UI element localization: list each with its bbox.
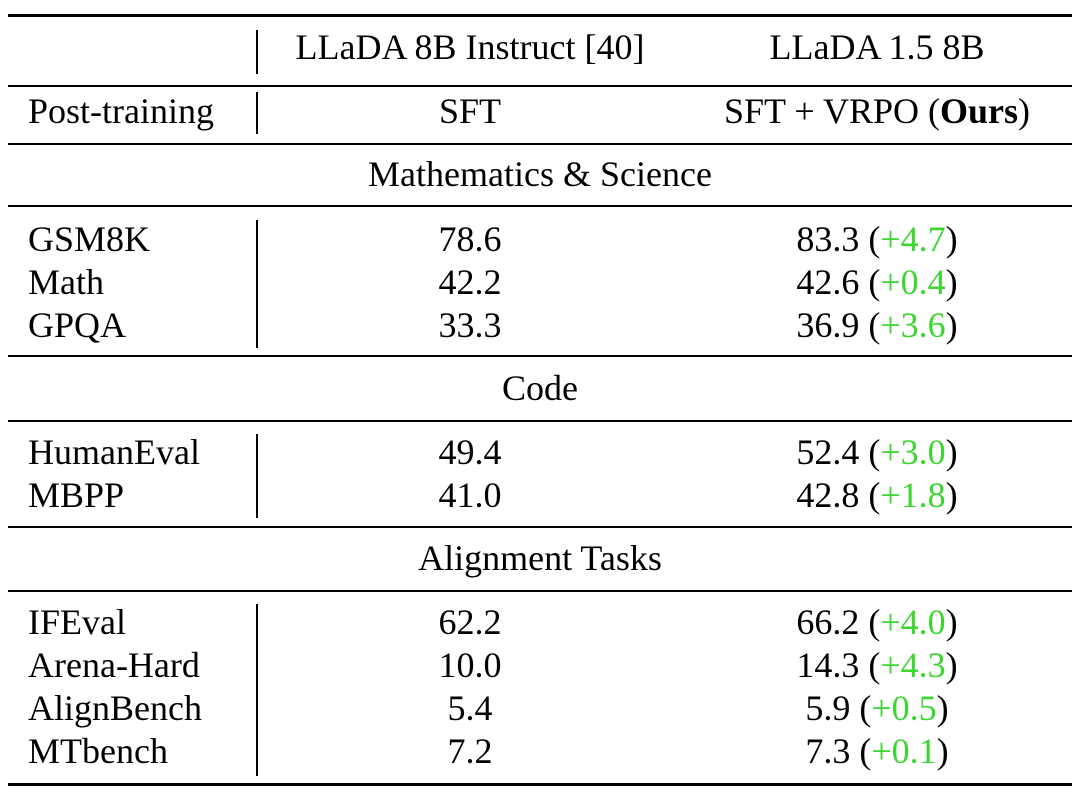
method-b-prefix: SFT + VRPO ( (723, 91, 941, 131)
header-method-b: SFT + VRPO (Ours) (682, 90, 1072, 132)
score-b: 52.4 (+3.0) (796, 432, 958, 472)
task-name: AlignBench (28, 688, 202, 728)
bottom-rule (8, 783, 1072, 786)
top-rule (8, 14, 1072, 17)
score-b-value: 42.6 (796, 262, 860, 302)
score-b-value: 36.9 (796, 305, 860, 345)
score-a: 41.0 (438, 475, 502, 515)
method-b-ours: Ours (940, 91, 1019, 131)
score-delta: +0.4 (880, 262, 946, 302)
task-name: MTbench (28, 731, 168, 771)
score-delta: +0.5 (871, 688, 937, 728)
score-b-value: 66.2 (796, 602, 860, 642)
score-a: 10.0 (438, 645, 502, 685)
section-divider-math (8, 205, 1072, 207)
header-method-a: SFT (438, 91, 502, 131)
header-divider (8, 85, 1072, 87)
score-b: 42.8 (+1.8) (796, 475, 958, 515)
score-a: 78.6 (438, 219, 502, 259)
task-name: MBPP (28, 475, 125, 515)
header-model-b: LLaDA 1.5 8B (769, 27, 985, 67)
score-b: 42.6 (+0.4) (796, 262, 958, 302)
score-b-value: 42.8 (796, 475, 860, 515)
score-b-value: 14.3 (796, 645, 860, 685)
column-separator (256, 604, 258, 776)
score-b-value: 5.9 (805, 688, 851, 728)
score-a: 62.2 (438, 602, 502, 642)
task-name: HumanEval (28, 432, 200, 472)
task-name: IFEval (28, 602, 126, 642)
method-b-suffix: ) (1018, 91, 1031, 131)
score-b-value: 7.3 (805, 731, 851, 771)
column-separator (256, 220, 258, 348)
section-divider-alignment (8, 590, 1072, 592)
section-title: Mathematics & Science (368, 154, 712, 194)
task-name: GSM8K (28, 219, 151, 259)
score-delta: +1.8 (880, 475, 946, 515)
column-separator (256, 434, 258, 518)
header-model-a: LLaDA 8B Instruct [40] (295, 27, 645, 67)
score-a: 5.4 (447, 688, 493, 728)
score-b: 5.9 (+0.5) (805, 688, 949, 728)
task-name: Arena-Hard (28, 645, 200, 685)
score-delta: +4.3 (880, 645, 946, 685)
score-b: 83.3 (+4.7) (796, 219, 958, 259)
score-delta: +3.6 (880, 305, 946, 345)
task-name: Math (28, 262, 104, 302)
section-title: Alignment Tasks (418, 538, 662, 578)
score-a: 33.3 (438, 305, 502, 345)
section-divider-code (8, 420, 1072, 422)
header-row-label: Post-training (28, 91, 214, 131)
score-b: 66.2 (+4.0) (796, 602, 958, 642)
task-name: GPQA (28, 305, 127, 345)
score-delta: +4.7 (880, 219, 946, 259)
score-a: 49.4 (438, 432, 502, 472)
score-delta: +3.0 (880, 432, 946, 472)
score-b: 7.3 (+0.1) (805, 731, 949, 771)
column-separator (256, 30, 258, 74)
score-b-value: 52.4 (796, 432, 860, 472)
section-bottom-code (8, 526, 1072, 528)
section-bottom-math (8, 355, 1072, 357)
score-delta: +4.0 (880, 602, 946, 642)
score-delta: +0.1 (871, 731, 937, 771)
header-bottom-rule (8, 143, 1072, 145)
score-b: 36.9 (+3.6) (796, 305, 958, 345)
score-b-value: 83.3 (796, 219, 860, 259)
score-b: 14.3 (+4.3) (796, 645, 958, 685)
score-a: 7.2 (447, 731, 493, 771)
score-a: 42.2 (438, 262, 502, 302)
section-title: Code (502, 368, 578, 408)
column-separator (256, 92, 258, 134)
